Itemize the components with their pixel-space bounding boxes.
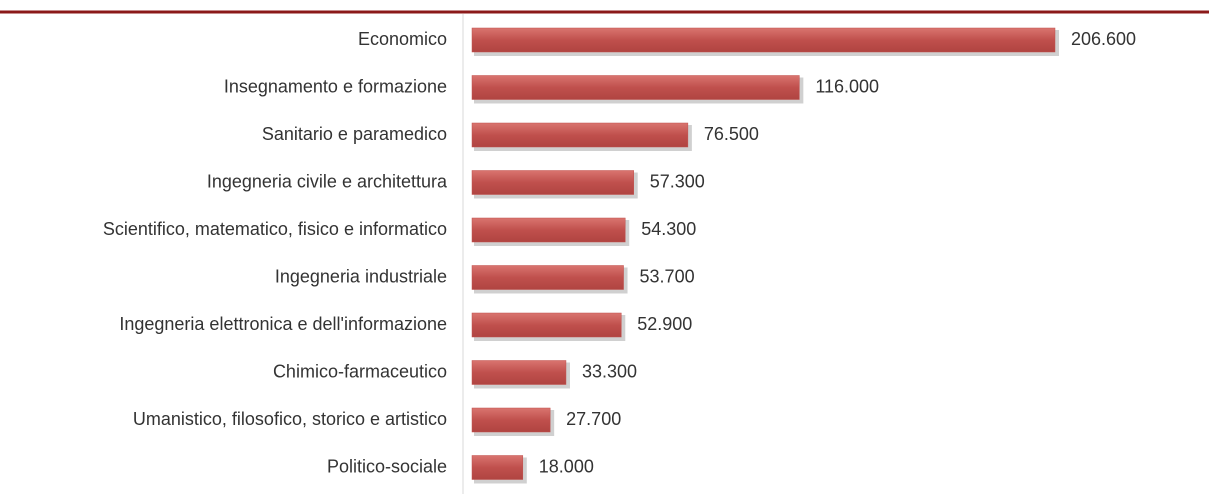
- category-label: Economico: [358, 29, 447, 49]
- category-label: Umanistico, filosofico, storico e artist…: [133, 409, 447, 429]
- category-label: Insegnamento e formazione: [224, 76, 447, 96]
- value-label: 206.600: [1071, 29, 1136, 49]
- category-label: Ingegneria civile e architettura: [207, 171, 448, 191]
- bar: [471, 217, 626, 243]
- bar: [471, 407, 551, 433]
- category-label: Chimico-farmaceutico: [273, 361, 447, 381]
- bar: [471, 312, 622, 338]
- bar: [471, 122, 689, 148]
- bar: [471, 75, 800, 100]
- value-label: 33.300: [582, 361, 637, 381]
- value-label: 76.500: [704, 124, 759, 144]
- value-label: 53.700: [640, 266, 695, 286]
- value-label: 18.000: [539, 456, 594, 476]
- value-label: 57.300: [650, 171, 705, 191]
- bar: [471, 265, 624, 290]
- value-label: 27.700: [566, 409, 621, 429]
- value-label: 116.000: [815, 76, 879, 96]
- bar: [471, 455, 524, 480]
- bar: [471, 27, 1056, 53]
- bar: [471, 170, 634, 195]
- value-label: 54.300: [641, 219, 696, 239]
- category-label: Ingegneria elettronica e dell'informazio…: [119, 314, 447, 334]
- category-label: Ingegneria industriale: [275, 266, 447, 286]
- category-label: Politico-sociale: [327, 456, 447, 476]
- value-label: 52.900: [637, 314, 692, 334]
- bar: [471, 360, 567, 385]
- category-label: Scientifico, matematico, fisico e inform…: [103, 219, 447, 239]
- category-label: Sanitario e paramedico: [262, 124, 447, 144]
